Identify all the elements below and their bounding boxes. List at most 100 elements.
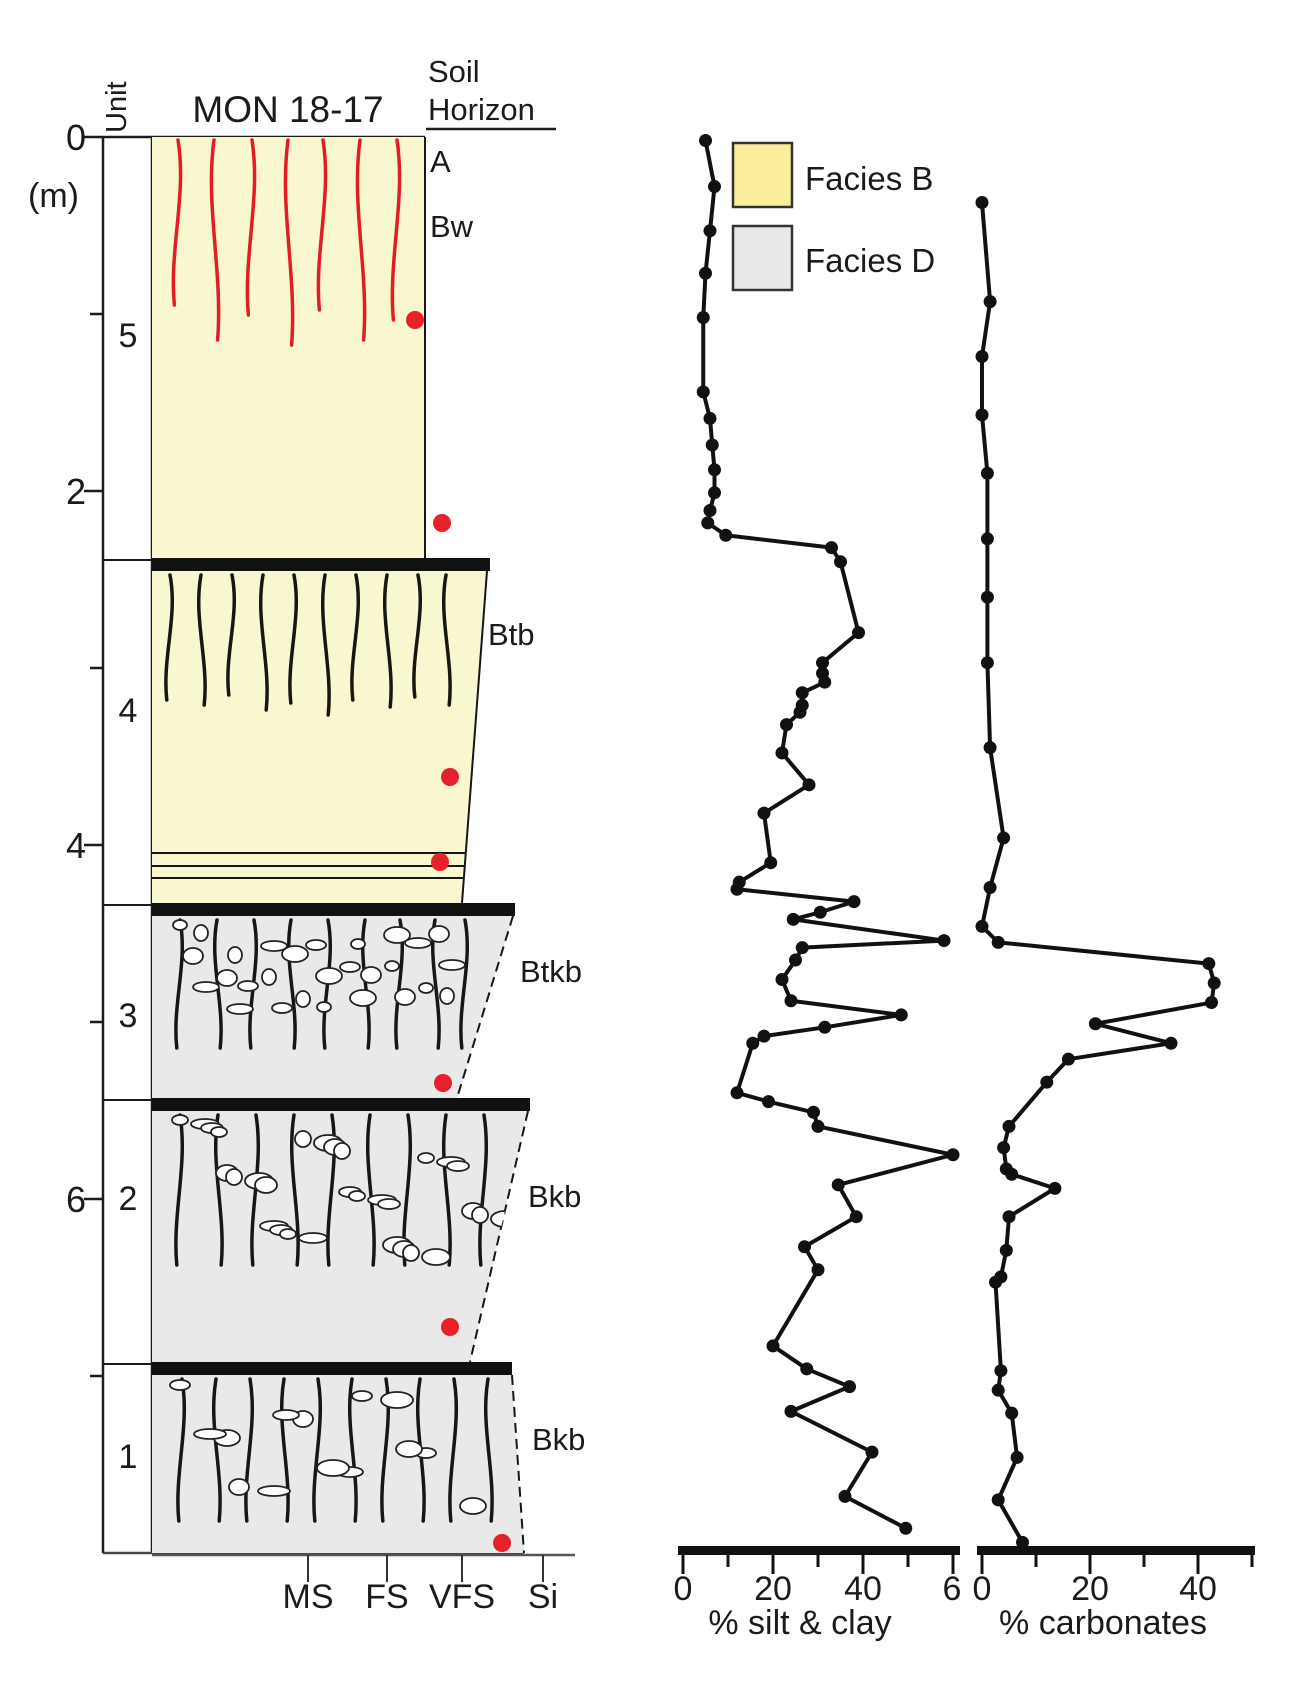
unit-body [152,571,487,903]
sample-dot [406,311,424,329]
pebble [439,987,455,1005]
ped-face-line [259,573,269,712]
data-point-marker [708,463,721,477]
data-point-marker [975,408,989,422]
data-point-marker [789,953,802,967]
ped-face-line [197,573,207,707]
pebble [272,1409,300,1421]
soil-horizon-label: Bw [430,209,474,244]
data-point-marker [1010,1450,1024,1464]
unit-3 [152,915,514,1099]
soil-horizon-header-line1: Soil [428,54,480,89]
data-point-marker [1207,976,1221,990]
data-point-marker [849,1210,863,1224]
unit-pattern [172,918,469,1050]
pebble [351,1390,373,1402]
sample-dot [431,853,449,871]
ped-face-line [326,1113,337,1267]
unit-pattern [171,1113,520,1267]
data-point-marker [1002,1119,1016,1133]
data-point-marker [795,941,809,955]
data-point-marker [1088,1017,1102,1031]
ped-face-line [174,1113,185,1267]
unit-right-edge [511,1374,525,1554]
sample-dot [433,514,451,532]
data-point-marker [1061,1052,1075,1066]
data-point-marker [811,1263,825,1277]
data-point-marker [696,385,710,399]
ped-face-line [288,573,298,705]
unit-body [152,1111,528,1362]
pebble [316,1001,332,1013]
pebble [339,961,361,973]
grain-size-tick-label: MS [283,1578,334,1616]
depth-tick-label: 6 [66,1179,86,1220]
unit-number-label: 4 [119,692,138,730]
x-axis-tick-label: 40 [844,1570,882,1608]
grain-size-tick-label: VFS [429,1578,495,1616]
contact-bar [152,558,490,571]
depth-tick-label: 2 [66,471,86,512]
x-axis-tick-label: 0 [674,1570,693,1608]
data-point-marker [838,1489,852,1503]
x-axis-tick-label: 6 [943,1570,962,1608]
pebble [294,1130,312,1148]
x-axis-tick-label: 0 [973,1570,992,1608]
pebble [237,980,259,992]
pebble [417,1152,435,1164]
data-point-marker [818,1020,832,1034]
ped-face-line [211,1377,222,1523]
data-point-marker [825,541,838,555]
data-point-marker [1048,1181,1062,1195]
pebble [348,1190,366,1202]
data-point-marker [784,1404,798,1418]
data-point-marker [991,935,1005,949]
data-point-marker [802,778,816,792]
legend-label-facies-d: Facies D [805,242,935,279]
pebble [360,966,382,984]
pebble [260,940,288,952]
data-point-marker [764,856,778,870]
ped-face-line [287,918,297,1050]
root-trace-line [245,138,257,317]
ped-face-line [226,573,236,697]
pebble [261,968,277,986]
pebble [171,1114,189,1126]
data-point-marker [975,349,989,363]
data-point-marker [1202,957,1216,971]
data-point-marker [983,295,997,309]
root-trace-line [355,138,367,342]
data-point-marker [703,503,717,517]
pebble [193,1428,227,1440]
data-point-marker [980,590,994,604]
data-point-marker [696,311,710,325]
ped-face-line [321,573,331,717]
profile-title: MON 18-17 [192,89,383,130]
data-point-marker [780,718,793,732]
pebble [383,926,411,944]
x-axis-tick-label: 20 [754,1570,792,1608]
unit-5 [152,137,426,558]
pebble [210,1126,228,1138]
grain-size-tick-label: FS [365,1578,408,1616]
data-point-marker [816,656,829,670]
sample-dot [441,768,459,786]
depth-tick-label: 4 [66,825,86,866]
pebble [316,1459,350,1477]
data-point-marker [703,411,717,425]
silt-clay-axis-title: % silt & clay [708,1604,891,1642]
chart-carbonates: 0 20 40 [973,195,1255,1608]
data-point-marker [1164,1036,1178,1050]
data-point-marker [775,746,789,760]
root-trace-line [283,138,295,347]
legend: Facies B Facies D [731,141,935,292]
data-point-marker [699,266,712,280]
soil-horizon-header-line2: Horizon [428,92,535,127]
profile-line [701,140,955,1530]
ped-face-line [279,1377,290,1523]
data-point-marker [730,1086,744,1100]
data-point-marker [730,882,744,896]
data-point-marker [1005,1167,1019,1181]
pebble [169,1379,191,1391]
